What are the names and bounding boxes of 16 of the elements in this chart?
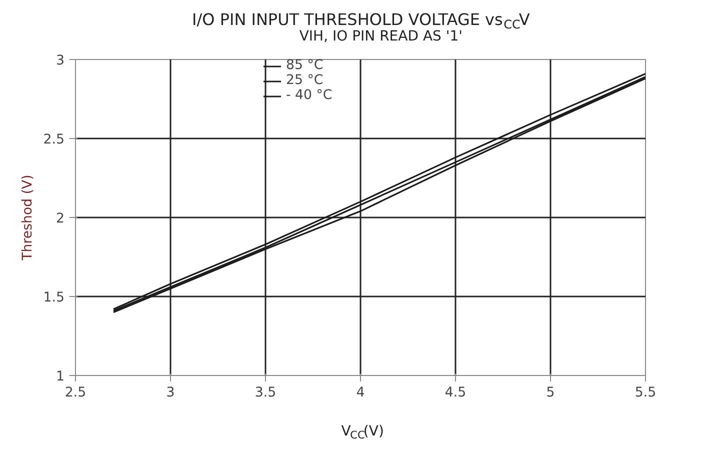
- y-tick-label: 2: [56, 212, 65, 226]
- legend-label: 85 °C: [286, 58, 324, 73]
- chart-subtitle: VIH, IO PIN READ AS '1': [299, 28, 462, 44]
- x-tick-label: 3: [166, 386, 175, 400]
- x-tick-label: 4.5: [444, 386, 466, 400]
- y-tick-label: 1: [56, 370, 65, 384]
- x-tick-label: 4: [356, 386, 365, 400]
- y-axis-title: Threshod (V): [20, 174, 36, 262]
- y-tick-label: 3: [56, 54, 65, 68]
- x-tick-label: 5: [546, 386, 555, 400]
- y-tick-label: 1.5: [43, 290, 65, 306]
- legend-label: 25 °C: [286, 73, 324, 88]
- y-tick-label: 2.5: [43, 132, 65, 148]
- x-tick-label: 5.5: [634, 386, 656, 400]
- legend-label: - 40 °C: [286, 88, 332, 103]
- x-tick-label: 3.5: [254, 386, 276, 400]
